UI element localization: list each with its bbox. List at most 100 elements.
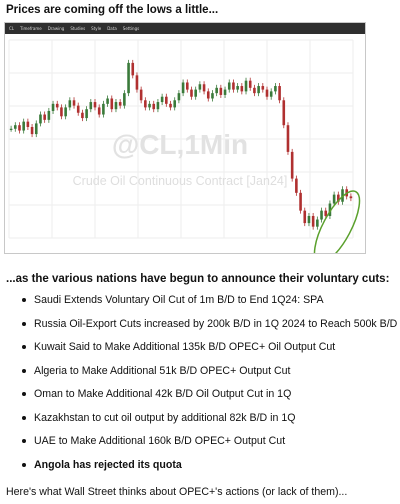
- heading-cuts: ...as the various nations have begun to …: [6, 273, 390, 285]
- candle-body: [76, 105, 80, 113]
- cut-item: Saudi Extends Voluntary Oil Cut of 1m B/…: [0, 294, 400, 318]
- chart-toolbar: CL Timeframe Drawing Studies Style Data …: [5, 23, 365, 34]
- candle-body: [97, 107, 101, 115]
- candle-body: [9, 128, 13, 130]
- toolbar-drawing[interactable]: Drawing: [47, 26, 65, 31]
- toolbar-data[interactable]: Data: [107, 26, 117, 31]
- candle-body: [144, 100, 147, 108]
- candle-body: [244, 80, 248, 92]
- candle-body: [349, 196, 353, 199]
- cut-item: Algeria to Make Additional 51k B/D OPEC+…: [0, 365, 400, 389]
- candle-body: [127, 62, 130, 94]
- candle-body: [248, 80, 252, 88]
- candle-body: [211, 93, 214, 99]
- bullet: [22, 345, 26, 349]
- candle-body: [269, 91, 273, 97]
- toolbar-symbol[interactable]: CL: [9, 26, 15, 31]
- candle-body: [303, 210, 307, 224]
- candle-body: [240, 86, 244, 92]
- toolbar-style[interactable]: Style: [91, 26, 102, 31]
- toolbar-settings[interactable]: Settings: [122, 26, 140, 31]
- candle-body: [72, 100, 76, 106]
- candle-body: [219, 87, 223, 95]
- candle-body: [307, 215, 311, 224]
- candle-body: [18, 125, 21, 131]
- chart-grid: [8, 39, 354, 239]
- candle-body: [173, 100, 177, 108]
- toolbar-studies[interactable]: Studies: [70, 26, 86, 31]
- candle-body: [198, 84, 202, 90]
- candle-body: [282, 100, 286, 126]
- candle-body: [131, 62, 135, 76]
- candle-body: [26, 121, 30, 127]
- candle-body: [190, 89, 193, 97]
- candle-body: [64, 107, 67, 117]
- candle-body: [55, 103, 59, 108]
- candle-body: [43, 114, 46, 120]
- candle-body: [22, 121, 25, 131]
- candle-body: [324, 210, 328, 216]
- candle-body: [169, 103, 172, 108]
- candle-body: [295, 178, 298, 193]
- candle-body: [257, 86, 260, 94]
- candle-body: [181, 82, 185, 94]
- cut-item: Kuwait Said to Make Additional 135k B/D …: [0, 341, 400, 365]
- watermark-symbol: @CL,1Min: [112, 129, 248, 160]
- candle-body: [274, 86, 277, 92]
- candle-body: [118, 102, 122, 106]
- candle-body: [286, 125, 290, 152]
- bullet: [22, 321, 26, 326]
- candle-body: [152, 103, 156, 110]
- candle-body: [47, 110, 51, 120]
- bullet: [22, 392, 26, 396]
- candle-body: [51, 103, 55, 111]
- candle-body: [261, 86, 265, 90]
- bullet: [22, 298, 26, 302]
- chart-plot: @CL,1Min Crude Oil Continuous Contract […: [8, 39, 361, 253]
- candle-body: [160, 96, 164, 103]
- bullet: [22, 439, 26, 443]
- cut-item: Angola has rejected its quota: [0, 459, 400, 483]
- bullet: [22, 415, 26, 420]
- candle-body: [223, 89, 227, 95]
- heading-prices: Prices are coming off the lows a little.…: [6, 4, 219, 16]
- candle-body: [194, 89, 197, 97]
- candle-body: [320, 210, 323, 220]
- candle-body: [232, 82, 235, 90]
- watermark-name: Crude Oil Continuous Contract [Jan24]: [73, 174, 288, 188]
- candle-body: [123, 93, 126, 106]
- candle-body: [110, 98, 114, 110]
- cut-item: Oman to Make Additional 42k B/D Oil Outp…: [0, 388, 400, 412]
- candle-body: [114, 102, 118, 110]
- candle-body: [299, 192, 302, 211]
- candle-body: [337, 194, 340, 202]
- candle-body: [34, 123, 38, 135]
- candle-body: [177, 93, 181, 101]
- candle-body: [30, 126, 34, 135]
- candle-body: [236, 86, 239, 90]
- bullet: [22, 462, 26, 467]
- candle-body: [265, 89, 269, 97]
- candle-body: [135, 75, 139, 90]
- candle-body: [185, 82, 189, 90]
- candle-body: [316, 219, 319, 227]
- cut-item: UAE to Make Additional 160k B/D OPEC+ Ou…: [0, 435, 400, 459]
- candle-body: [202, 84, 206, 92]
- price-chart: CL Timeframe Drawing Studies Style Data …: [4, 22, 366, 254]
- candle-body: [156, 102, 160, 110]
- candle-body: [227, 82, 231, 90]
- footer-text: Here's what Wall Street thinks about OPE…: [6, 486, 348, 498]
- candle-body: [81, 112, 84, 119]
- candle-body: [206, 91, 210, 99]
- candle-body: [165, 96, 168, 104]
- candle-body: [278, 86, 281, 101]
- toolbar-timeframe[interactable]: Timeframe: [20, 26, 42, 31]
- candle-body: [290, 151, 294, 179]
- candle-body: [85, 109, 88, 119]
- candle-body: [89, 102, 93, 110]
- candle-body: [60, 107, 63, 117]
- highlight-ellipse: [313, 190, 361, 253]
- candle-body: [253, 87, 256, 94]
- bullet: [22, 368, 26, 373]
- cuts-list: Saudi Extends Voluntary Oil Cut of 1m B/…: [0, 294, 400, 482]
